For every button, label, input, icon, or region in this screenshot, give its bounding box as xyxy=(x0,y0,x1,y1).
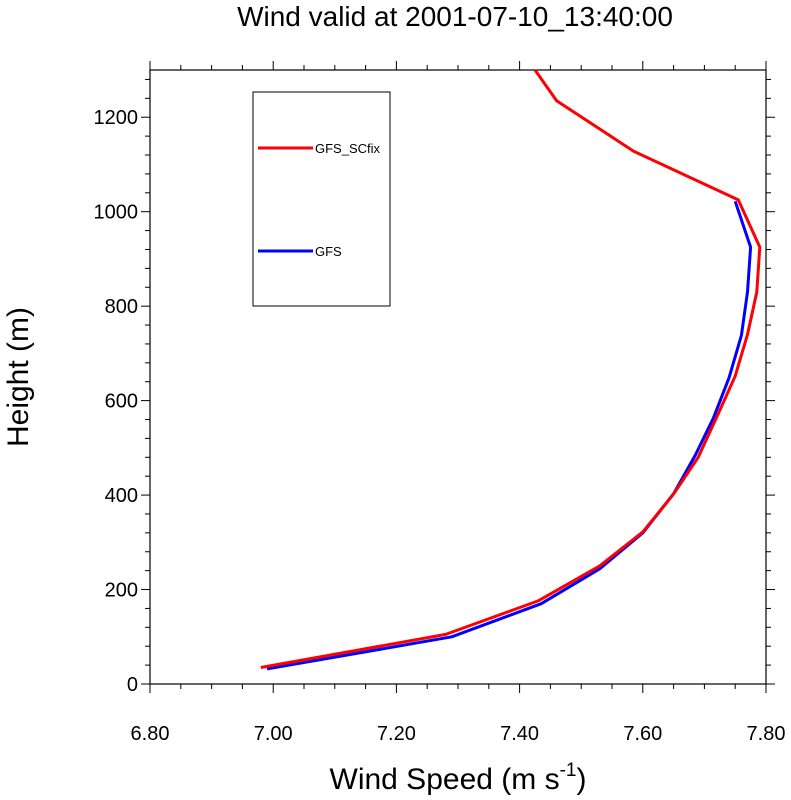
x-tick-label: 7.20 xyxy=(377,723,416,745)
y-axis-title: Height (m) xyxy=(2,307,35,447)
legend-label-gfs: GFS xyxy=(315,244,342,259)
x-axis-title-superscript: -1 xyxy=(560,760,577,781)
y-tick-label: 1200 xyxy=(94,107,139,129)
legend-label-gfs-scfix: GFS_SCfix xyxy=(315,141,381,156)
x-axis-title: Wind Speed (m s-1) xyxy=(330,760,587,796)
legend: GFS_SCfix GFS xyxy=(252,91,391,307)
y-tick-label: 600 xyxy=(105,391,138,413)
x-tick-label: 6.80 xyxy=(131,723,170,745)
x-tick-label: 7.60 xyxy=(623,723,662,745)
y-tick-label: 400 xyxy=(105,485,138,507)
y-tick-label: 200 xyxy=(105,580,138,602)
y-tick-label: 800 xyxy=(105,296,138,318)
x-tick-label: 7.80 xyxy=(747,723,786,745)
legend-box xyxy=(252,91,391,307)
plot-frame xyxy=(149,69,767,685)
x-tick-label: 7.00 xyxy=(254,723,293,745)
x-tick-label: 7.40 xyxy=(500,723,539,745)
series-line-gfs-scfix xyxy=(260,69,762,669)
y-tick-label: 1000 xyxy=(94,202,139,224)
chart-title: Wind valid at 2001-07-10_13:40:00 xyxy=(237,1,673,32)
y-tick-label: 0 xyxy=(127,674,138,696)
series-line-gfs xyxy=(266,200,753,671)
